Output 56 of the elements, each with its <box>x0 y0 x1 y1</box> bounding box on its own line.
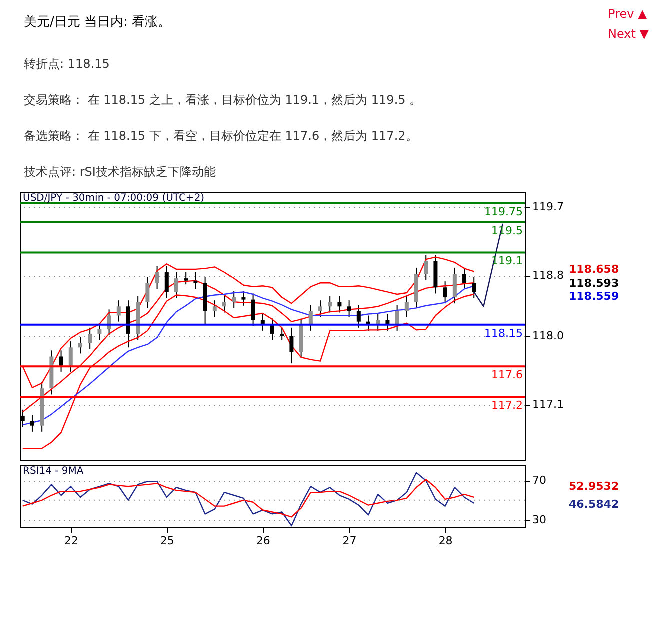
candlestick <box>88 327 92 350</box>
candlestick <box>356 304 361 328</box>
candlestick <box>222 296 226 314</box>
y-tick-label: 118.8 <box>532 269 564 282</box>
y-tick-label: 30 <box>532 514 546 527</box>
candlestick <box>318 300 323 318</box>
candlestick <box>146 276 150 309</box>
y-tick-label: 117.1 <box>532 398 564 412</box>
candlestick <box>452 267 457 304</box>
text: 52.9532 <box>569 480 620 493</box>
text: 技术点评: rSI技术指标缺乏下降动能 <box>23 165 216 179</box>
candlestick <box>242 290 246 306</box>
line-series <box>22 479 475 518</box>
candlestick <box>308 304 313 332</box>
candlestick <box>404 296 409 318</box>
ref-line-label: 119.75 <box>484 205 523 218</box>
y-tick-label: 70 <box>532 474 546 488</box>
candlestick <box>338 296 342 314</box>
x-tick-label: 28 <box>438 534 453 548</box>
ref-line-label: 117.6 <box>492 368 523 382</box>
text: Next ▼ <box>608 27 650 41</box>
chart-title: 美元/日元 当日内: 看涨。 <box>24 14 172 30</box>
candlestick <box>232 290 236 309</box>
candlestick <box>347 300 352 318</box>
candlestick <box>59 350 64 372</box>
candlestick <box>328 296 332 314</box>
candlestick <box>30 414 34 432</box>
text: 交易策略： 在 118.15 之上，看涨，目标价位为 119.1，然后为 119.5 。 <box>24 93 422 107</box>
text: 118.559 <box>569 290 620 303</box>
candlestick <box>472 276 476 299</box>
text: 118.593 <box>569 277 620 290</box>
x-tick-label: 22 <box>64 534 78 548</box>
y-tick-label: 118.0 <box>532 330 564 343</box>
ref-line-label: 117.2 <box>492 398 523 412</box>
candlestick <box>443 281 448 304</box>
chart-subtitle: USD/JPY - 30min - 07:00:09 (UTC+2) <box>23 193 205 204</box>
candlestick <box>116 300 121 322</box>
candlestick <box>290 327 294 364</box>
candlestick <box>395 304 400 332</box>
candlestick <box>212 300 217 318</box>
candlestick <box>251 293 256 327</box>
text: 备选策略： 在 118.15 下，看空，目标价位定在 117.6，然后为 117.2。 <box>24 129 418 143</box>
candlestick <box>68 341 73 372</box>
candlestick <box>164 266 169 299</box>
candlestick <box>184 272 188 286</box>
text: 118.658 <box>569 263 620 276</box>
x-tick-label: 26 <box>256 534 270 548</box>
chart-title: RSI14 - 9MA <box>23 466 84 477</box>
text: Prev ▲ <box>608 7 648 21</box>
x-tick-label: 27 <box>342 534 357 548</box>
candlestick <box>462 267 467 290</box>
y-tick-label: 119.7 <box>532 200 564 214</box>
text: 46.5842 <box>569 498 620 511</box>
text: 转折点: 118.15 <box>24 57 110 71</box>
x-tick-label: 25 <box>160 534 174 548</box>
ref-line-label: 118.15 <box>484 326 523 340</box>
